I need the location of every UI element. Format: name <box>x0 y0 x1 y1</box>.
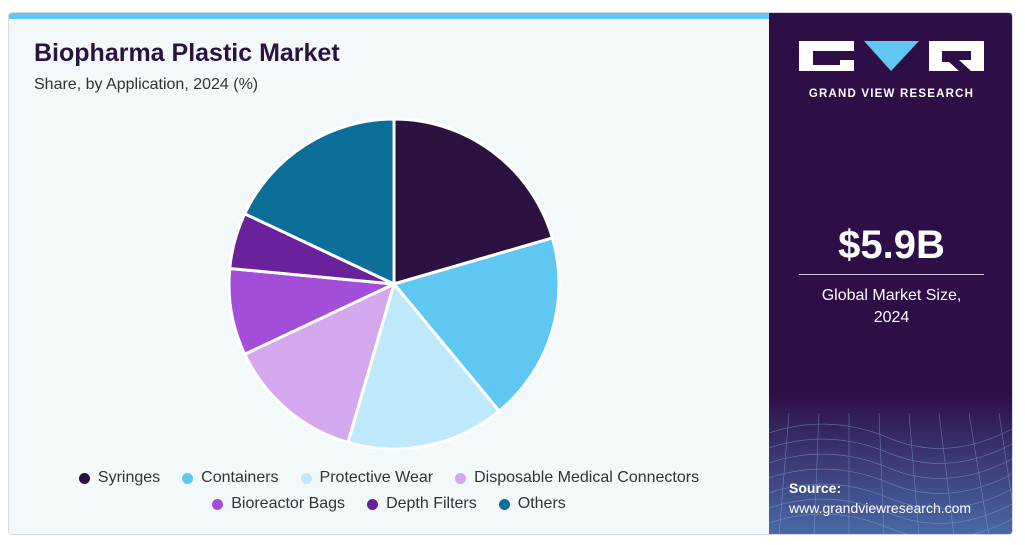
chart-legend: Syringes Containers Protective Wear Disp… <box>9 469 769 521</box>
legend-item-protective-wear: Protective Wear <box>300 469 434 487</box>
market-size-label-line1: Global Market Size, <box>821 287 962 304</box>
brand-logo: GRAND VIEW RESEARCH <box>799 41 984 100</box>
pie-slice-syringes <box>392 117 555 286</box>
legend-item-containers: Containers <box>182 469 279 487</box>
legend-label: Protective Wear <box>319 469 434 486</box>
legend-item-others: Others <box>498 495 566 513</box>
report-card: Biopharma Plastic Market Share, by Appli… <box>8 12 1013 535</box>
legend-label: Depth Filters <box>386 495 477 512</box>
legend-swatch <box>78 472 90 484</box>
legend-item-bioreactor-bags: Bioreactor Bags <box>212 495 345 513</box>
pie-slice-disposable-medical-connectors <box>242 281 397 445</box>
legend-swatch <box>367 498 379 510</box>
legend-swatch <box>182 472 194 484</box>
legend-swatch <box>498 498 510 510</box>
chart-panel: Biopharma Plastic Market Share, by Appli… <box>9 13 769 534</box>
chart-title: Biopharma Plastic Market <box>34 39 340 67</box>
accent-bar <box>9 13 769 19</box>
source-note: Source: www.grandviewresearch.com <box>789 478 971 518</box>
chart-subtitle: Share, by Application, 2024 (%) <box>34 76 259 93</box>
summary-panel: GRAND VIEW RESEARCH $5.9B Global Market … <box>769 13 1012 534</box>
brand-name: GRAND VIEW RESEARCH <box>808 88 975 100</box>
source-label: Source: <box>789 480 842 496</box>
pie-chart <box>227 117 561 451</box>
market-size-label-line2: 2024 <box>873 309 910 326</box>
legend-swatch <box>212 498 224 510</box>
wave-pattern <box>769 393 1012 534</box>
legend-label: Bioreactor Bags <box>231 495 346 512</box>
pie-slice-bioreactor-bags <box>227 266 400 357</box>
legend-row-2: Bioreactor Bags Depth Filters Others <box>9 495 769 513</box>
brand-logo-icon <box>799 41 984 71</box>
source-url[interactable]: www.grandviewresearch.com <box>789 500 972 516</box>
legend-item-depth-filters: Depth Filters <box>367 495 477 513</box>
legend-label: Syringes <box>97 469 161 486</box>
legend-label: Disposable Medical Connectors <box>474 469 700 486</box>
legend-row-1: Syringes Containers Protective Wear Disp… <box>9 469 769 487</box>
legend-item-syringes: Syringes <box>78 469 161 487</box>
legend-item-disposable-medical-connectors: Disposable Medical Connectors <box>455 469 699 487</box>
pie-slice-protective-wear <box>346 280 502 451</box>
legend-swatch <box>455 472 467 484</box>
market-size-value: $5.9B <box>838 223 945 267</box>
legend-swatch <box>300 472 312 484</box>
divider <box>799 274 984 275</box>
pie-slice-containers <box>391 236 561 414</box>
legend-label: Others <box>517 495 566 512</box>
pie-slice-others <box>242 117 396 287</box>
legend-label: Containers <box>201 469 279 486</box>
market-size-label: Global Market Size, 2024 <box>769 285 1012 329</box>
